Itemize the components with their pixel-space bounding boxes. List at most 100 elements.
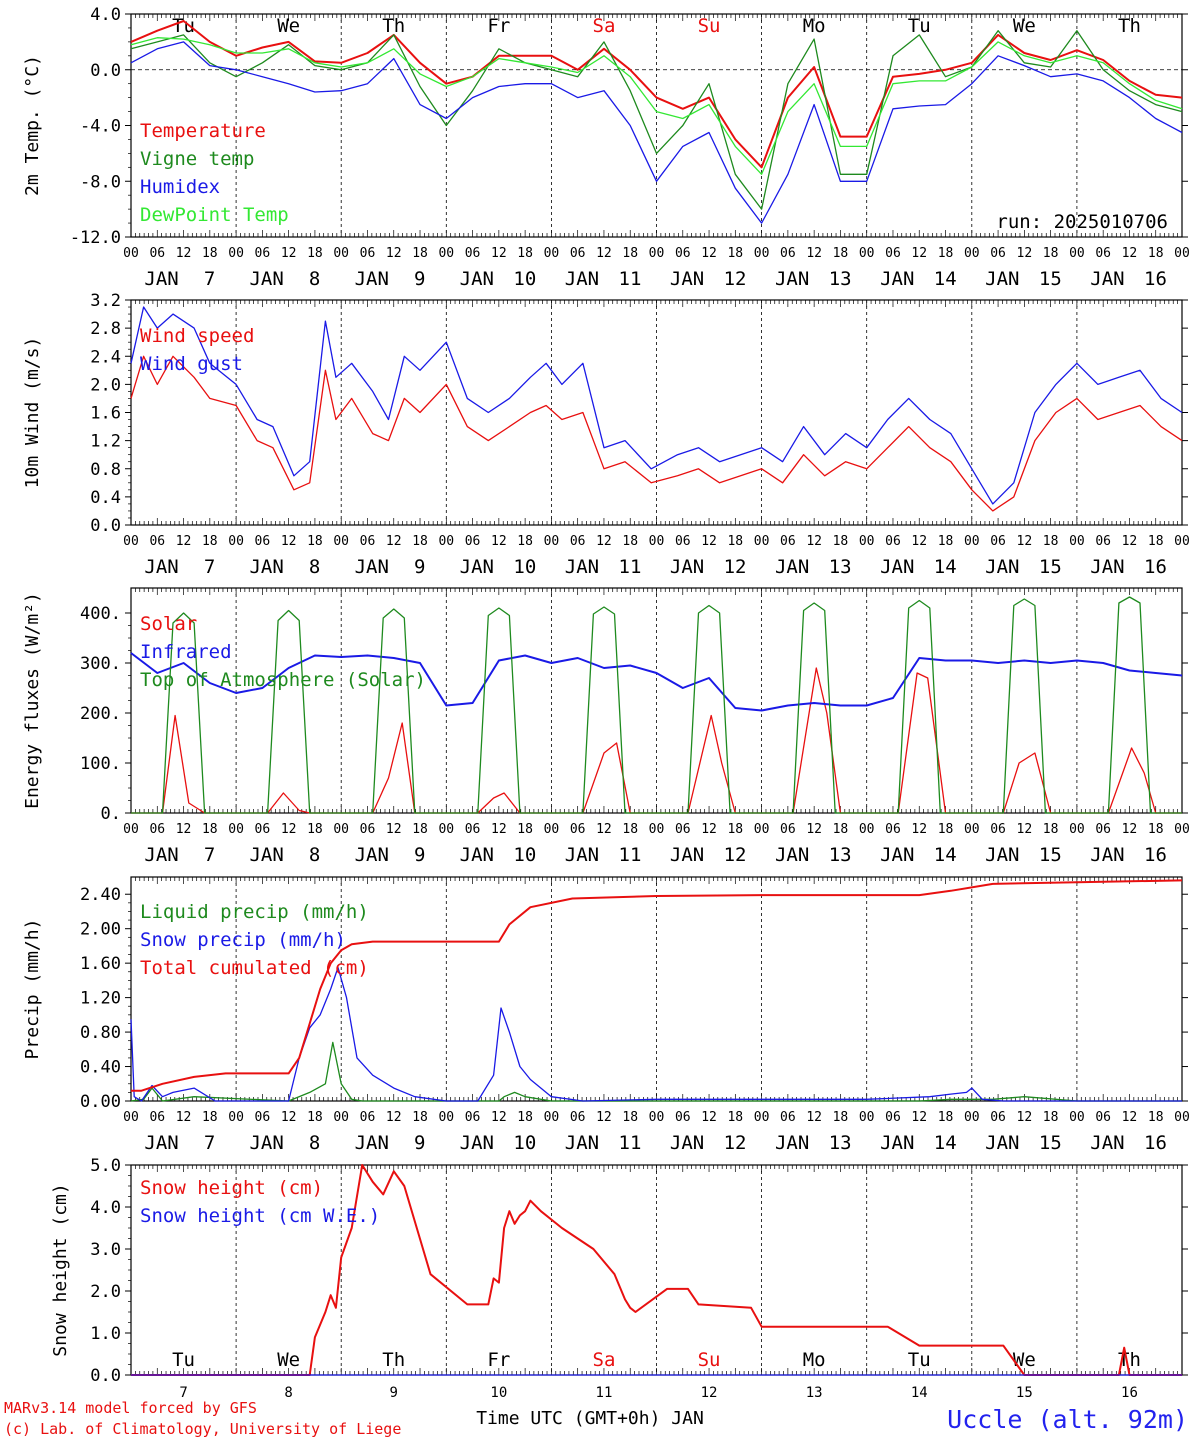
hour-tick-label: 06 [1095, 246, 1111, 261]
y-tick-label: 4.0 [90, 5, 121, 25]
weekday-label: Su [698, 1349, 721, 1371]
weekday-label: Sa [593, 15, 616, 37]
hour-tick-label: 18 [412, 534, 428, 549]
hour-tick-label: 18 [1043, 246, 1059, 261]
month-label: JAN [670, 1132, 704, 1154]
hour-tick-label: 00 [333, 1110, 349, 1125]
hour-tick-label: 12 [1122, 534, 1138, 549]
month-label: JAN [1090, 844, 1124, 866]
hour-tick-label: 00 [964, 1110, 980, 1125]
month-label: JAN [565, 268, 599, 290]
weekday-label: Th [382, 1349, 405, 1371]
series-line [131, 1164, 1182, 1376]
hour-tick-label: 18 [938, 1110, 954, 1125]
y-tick-label: 0.40 [80, 1058, 121, 1078]
date-label: 10 [513, 268, 536, 290]
hour-tick-label: 00 [1174, 822, 1190, 837]
date-label: 7 [204, 844, 215, 866]
month-label: JAN [460, 268, 494, 290]
date-label: 11 [619, 1132, 642, 1154]
hour-tick-label: 12 [491, 822, 507, 837]
hour-tick-label: 00 [544, 534, 560, 549]
hour-tick-label: 18 [833, 246, 849, 261]
hour-tick-label: 12 [1017, 822, 1033, 837]
hour-tick-label: 12 [491, 1110, 507, 1125]
hour-tick-label: 06 [465, 534, 481, 549]
hour-tick-label: 12 [176, 534, 192, 549]
hour-tick-label: 06 [149, 1110, 165, 1125]
hour-tick-label: 12 [806, 246, 822, 261]
hour-tick-label: 06 [1095, 534, 1111, 549]
y-tick-label: 1.20 [80, 989, 121, 1009]
y-axis-label: 10m Wind (m/s) [22, 337, 43, 489]
weekday-label: Tu [172, 15, 195, 37]
hour-tick-label: 00 [228, 1110, 244, 1125]
y-axis-label: 2m Temp. (°C) [22, 55, 43, 196]
y-tick-label: 2.00 [80, 920, 121, 940]
hour-tick-label: 18 [412, 246, 428, 261]
hour-tick-label: 00 [228, 822, 244, 837]
date-label: 11 [619, 556, 642, 578]
y-tick-label: 0.4 [90, 488, 121, 508]
hour-tick-label: 00 [964, 246, 980, 261]
month-label: JAN [775, 556, 809, 578]
hour-tick-label: 18 [727, 246, 743, 261]
hour-tick-label: 18 [202, 246, 218, 261]
y-tick-label: -12.0 [70, 228, 121, 248]
hour-tick-label: 00 [1174, 1110, 1190, 1125]
y-axis-label: Precip (mm/h) [22, 919, 43, 1060]
hour-tick-label: 06 [780, 534, 796, 549]
date-label: 8 [309, 268, 320, 290]
legend-entry: Total cumulated (cm) [140, 957, 369, 979]
date-label: 10 [513, 556, 536, 578]
y-tick-label: 2.40 [80, 885, 121, 905]
hour-tick-label: 00 [438, 822, 454, 837]
hour-tick-label: 18 [202, 1110, 218, 1125]
month-label: JAN [985, 844, 1019, 866]
legend-entry: Vigne temp [140, 148, 254, 170]
weekday-label: We [1013, 15, 1036, 37]
hour-tick-label: 06 [990, 246, 1006, 261]
hour-tick-label: 00 [649, 822, 665, 837]
hour-tick-label: 18 [622, 534, 638, 549]
weekday-label: Th [1118, 15, 1141, 37]
hour-tick-label: 06 [780, 246, 796, 261]
hour-tick-label: 12 [281, 534, 297, 549]
date-label: 7 [179, 1385, 187, 1401]
month-label: JAN [144, 556, 178, 578]
month-label: JAN [1090, 268, 1124, 290]
hour-tick-label: 00 [964, 534, 980, 549]
hour-tick-label: 06 [570, 534, 586, 549]
plot-frame [130, 299, 1183, 526]
hour-tick-label: 06 [675, 822, 691, 837]
date-label: 15 [1039, 844, 1062, 866]
hour-tick-label: 06 [675, 1110, 691, 1125]
month-label: JAN [670, 556, 704, 578]
date-label: 11 [619, 844, 642, 866]
hour-tick-label: 06 [675, 246, 691, 261]
hour-tick-label: 18 [1043, 534, 1059, 549]
legend-entry: Infrared [140, 641, 232, 663]
date-label: 9 [390, 1385, 398, 1401]
hour-tick-label: 18 [622, 246, 638, 261]
hour-tick-label: 00 [228, 246, 244, 261]
panel-2: 3.2 2.8 2.4 2.0 1.6 1.2 0.8 0.4 0.0 10m Wind (m/s… [22, 291, 1190, 578]
weekday-label: We [277, 15, 300, 37]
date-label: 14 [934, 556, 957, 578]
panel-3: 400. 300. 200. 100. 0. Energy fluxes (W/m²) 00… [22, 587, 1190, 866]
month-label: JAN [144, 268, 178, 290]
hour-tick-label: 00 [228, 534, 244, 549]
y-tick-label: 300. [80, 654, 121, 674]
date-label: 7 [204, 1132, 215, 1154]
hour-tick-label: 18 [938, 246, 954, 261]
hour-tick-label: 00 [1174, 246, 1190, 261]
hour-tick-label: 00 [333, 246, 349, 261]
date-label: 8 [309, 1132, 320, 1154]
hour-tick-label: 12 [386, 822, 402, 837]
y-tick-label: -4.0 [80, 117, 121, 137]
hour-tick-label: 18 [517, 822, 533, 837]
month-label: JAN [985, 268, 1019, 290]
run-label: run: 2025010706 [996, 211, 1168, 233]
hour-tick-label: 12 [1017, 534, 1033, 549]
month-label: JAN [775, 268, 809, 290]
